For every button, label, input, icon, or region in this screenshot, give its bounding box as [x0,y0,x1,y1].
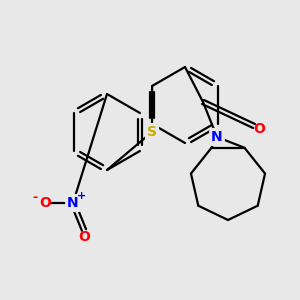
Text: O: O [253,122,265,136]
Text: S: S [147,125,157,139]
Text: -: - [32,190,38,203]
Text: +: + [76,191,85,201]
Text: O: O [78,230,90,244]
Text: N: N [67,196,79,210]
Text: N: N [211,130,223,144]
Text: O: O [39,196,51,210]
